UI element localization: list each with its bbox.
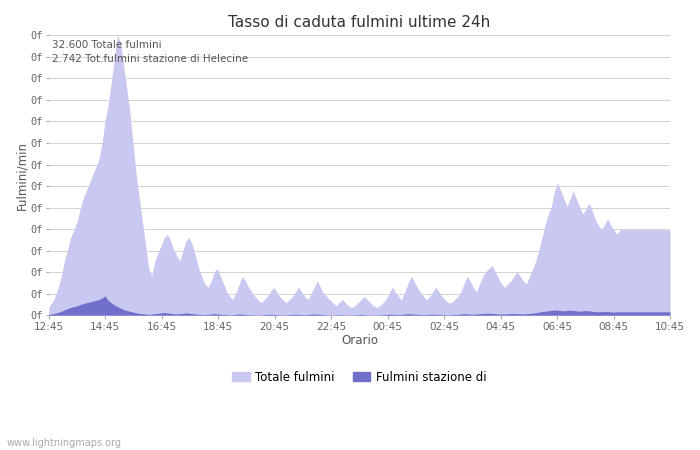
X-axis label: Orario: Orario — [341, 333, 378, 346]
Title: Tasso di caduta fulmini ultime 24h: Tasso di caduta fulmini ultime 24h — [228, 15, 491, 30]
Text: 2.742 Tot.fulmini stazione di Helecine: 2.742 Tot.fulmini stazione di Helecine — [52, 54, 248, 63]
Text: www.lightningmaps.org: www.lightningmaps.org — [7, 438, 122, 448]
Y-axis label: Fulmini/min: Fulmini/min — [15, 141, 28, 210]
Legend: Totale fulmini, Fulmini stazione di: Totale fulmini, Fulmini stazione di — [228, 366, 491, 388]
Text: 32.600 Totale fulmini: 32.600 Totale fulmini — [52, 40, 162, 50]
